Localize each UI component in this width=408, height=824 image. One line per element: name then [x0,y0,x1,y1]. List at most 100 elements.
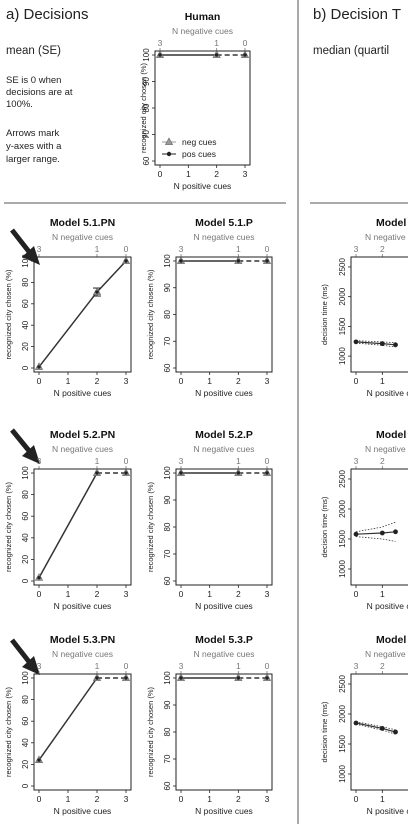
legend-neg-marker [164,137,174,145]
bottom-tick-label: 1 [207,376,212,386]
bottom-axis-label: N positive cues [195,388,253,398]
y-tick-label: 1500 [338,317,347,335]
top-tick-label: 0 [124,661,129,671]
y-tick-label: 70 [163,754,172,763]
plot-frame [175,256,273,373]
chart-title: Human [185,11,221,23]
y-tick-label: 100 [21,466,30,480]
y-tick-label: 60 [21,716,30,725]
y-axis-label: decision time (ms) [320,284,329,345]
chart-title: Model 5 [376,217,408,229]
y-axis-label: recognized city chosen (%) [146,686,155,777]
decisions-subtitle: mean (SE) [6,45,61,57]
bottom-tick-label: 1 [66,376,71,386]
y-tick-label: 70 [163,549,172,558]
top-tick-label: 3 [354,456,359,466]
pos-cues-marker [243,53,247,57]
top-tick-label: 3 [37,244,42,254]
y-axis-label: decision time (ms) [320,701,329,762]
plot-frame [33,673,132,791]
chart-title: Model 5.3.P [195,634,253,646]
y-tick-label: 20 [21,342,30,351]
bottom-tick-label: 0 [37,376,42,386]
pos-cues-marker [179,676,183,680]
y-tick-label: 90 [163,495,172,504]
y-axis-label: recognized city chosen (%) [146,481,155,572]
y-tick-label: 60 [163,576,172,585]
top-axis-label: N negative cues [365,649,408,659]
chart-title: Model 5.1.PN [50,217,115,229]
y-tick-label: 90 [163,700,172,709]
legend-pos-marker [166,151,172,157]
pos-cues-marker [236,471,241,475]
plot-frame [350,673,408,791]
y-tick-label: 1500 [338,735,347,753]
y-tick-label: 1000 [338,765,347,783]
plot-frame [175,468,273,586]
bottom-tick-label: 2 [214,169,219,179]
chart-title: Model 5.2.PN [50,429,115,441]
y-tick-label: 80 [21,490,30,499]
pos-cues-marker [158,53,162,57]
top-tick-label: 0 [124,456,129,466]
y-tick-label: 40 [21,533,30,542]
data-point [379,726,385,731]
y-tick-label: 0 [21,578,30,583]
bottom-tick-label: 1 [66,589,71,599]
top-tick-label: 1 [236,456,241,466]
top-tick-label: 3 [179,661,184,671]
top-axis-label: N negative cues [194,649,255,659]
bottom-axis-label: N positive cues [54,601,112,611]
y-tick-label: 60 [163,781,172,790]
bottom-tick-label: 1 [66,794,71,804]
y-axis-label: recognized city chosen (%) [139,62,148,153]
bottom-tick-label: 3 [124,794,129,804]
top-axis-label: N negative cues [172,26,233,36]
y-tick-label: 100 [163,671,172,685]
bottom-tick-label: 3 [265,376,270,386]
chart-7: Model 5 N negative cues 3 2 0 1 N positive cue… [320,217,408,398]
pos-cues-marker [37,576,41,580]
y-axis-label: recognized city chosen (%) [4,269,13,360]
bottom-tick-label: 0 [179,376,184,386]
plot-frame [33,468,132,586]
top-tick-label: 1 [95,456,100,466]
top-axis-label: N negative cues [194,444,255,454]
top-axis-label: N negative cues [365,232,408,242]
top-tick-label: 0 [243,38,248,48]
note-line-2: decisions are at [6,87,73,98]
top-tick-label: 2 [380,456,385,466]
pos-cues-marker [179,471,183,475]
bottom-tick-label: 2 [236,794,241,804]
top-tick-label: 0 [265,244,270,254]
arrow-model-5-3-pn [10,638,40,675]
chart-8: Model 5 N negative cues 3 2 0 1 N positive cue… [320,429,408,611]
top-tick-label: 0 [265,661,270,671]
y-tick-label: 80 [21,695,30,704]
pos-cues-marker [124,676,128,680]
pos-cues-marker [179,259,183,263]
pos-cues-marker [37,365,41,369]
bottom-axis-label: N positive cues [367,806,408,816]
bottom-tick-label: 1 [207,589,212,599]
bottom-axis-label: N positive cues [195,806,253,816]
chart-9: Model 5 N negative cues 3 2 0 1 N positive cue… [320,634,408,816]
median-line [355,531,396,535]
y-tick-label: 60 [142,156,151,165]
y-tick-label: 20 [21,759,30,768]
y-tick-label: 100 [163,254,172,268]
series-line-a [38,677,98,761]
decision-time-subtitle: median (quartil [313,45,389,57]
y-tick-label: 70 [142,130,151,139]
bottom-tick-label: 3 [265,589,270,599]
bottom-axis-label: N positive cues [367,388,408,398]
note-line-4: Arrows mark [6,128,60,139]
y-axis-label: recognized city chosen (%) [4,481,13,572]
y-tick-label: 80 [142,103,151,112]
y-tick-label: 2000 [338,705,347,723]
y-tick-label: 70 [163,336,172,345]
